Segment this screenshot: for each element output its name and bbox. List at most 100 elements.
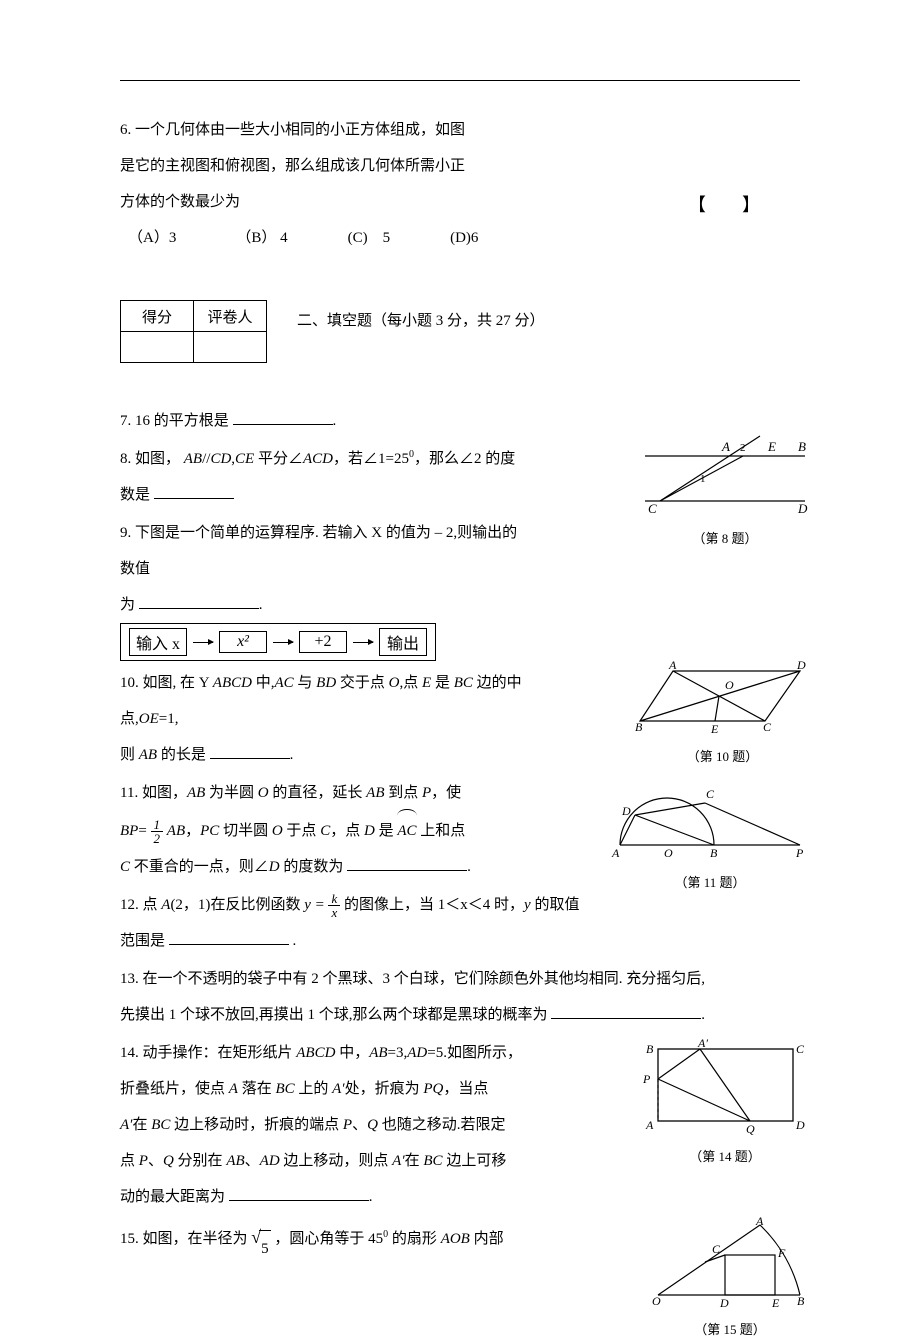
- q9-flow-in: 输入 x: [129, 628, 187, 656]
- question-10: A D B C E O （第 10 题） 10. 如图, 在 Y ABCD 中,…: [120, 665, 800, 773]
- q9-line1: 9. 下图是一个简单的运算程序. 若输入 X 的值为 – 2,则输出的数值: [120, 515, 530, 587]
- arc-icon: AC: [397, 811, 416, 849]
- section2-header: 得分 评卷人 二、填空题（每小题 3 分，共 27 分）: [120, 276, 800, 363]
- q6-bracket: 【 】: [688, 184, 760, 227]
- svg-text:1: 1: [700, 473, 706, 485]
- q8-blank: [154, 483, 234, 499]
- q8-line: 8. 如图， AB//CD,CE 平分∠ACD，若∠1=250，那么∠2 的度数…: [120, 441, 530, 513]
- svg-text:O: O: [652, 1294, 661, 1308]
- svg-text:A: A: [611, 846, 620, 860]
- q12-blank: [169, 929, 289, 945]
- q6-stem3: 方体的个数最少为: [120, 194, 240, 210]
- score-table-empty2: [194, 332, 267, 363]
- q14-figure: B C A D P Q A′ （第 14 题）: [640, 1039, 810, 1165]
- svg-text:D: D: [796, 659, 806, 672]
- svg-text:2: 2: [740, 442, 746, 454]
- section2-title: 二、填空题（每小题 3 分，共 27 分）: [297, 309, 545, 330]
- q15-figure: O B A C F D E （第 15 题）: [650, 1217, 810, 1338]
- svg-text:B: B: [797, 1294, 805, 1308]
- svg-text:Q: Q: [746, 1122, 755, 1136]
- svg-text:B: B: [710, 846, 718, 860]
- svg-text:A: A: [668, 659, 677, 672]
- q14-l4: 点 P、Q 分别在 AB、AD 边上移动，则点 A′在 BC 边上可移: [120, 1143, 540, 1179]
- q7-text: 7. 16 的平方根是: [120, 413, 229, 429]
- svg-text:A: A: [755, 1217, 764, 1228]
- svg-text:A: A: [721, 439, 730, 454]
- q15-line1: 15. 如图，在半径为 √5 ，圆心角等于 450 的扇形 AOB 内部: [120, 1221, 540, 1267]
- q13-line2: 先摸出 1 个球不放回,再摸出 1 个球,那么两个球都是黑球的概率为 .: [120, 997, 800, 1033]
- q13-line1: 13. 在一个不透明的袋子中有 2 个黑球、3 个白球，它们除颜色外其他均相同.…: [120, 961, 800, 997]
- arrow-icon: [353, 642, 373, 643]
- q6-choice-b: （B） 4: [236, 220, 287, 256]
- q14-caption: （第 14 题）: [640, 1146, 810, 1165]
- q14-l2: 折叠纸片，使点 A 落在 BC 上的 A′处，折痕为 PQ，当点: [120, 1071, 540, 1107]
- svg-text:B: B: [798, 439, 806, 454]
- svg-text:C: C: [712, 1242, 721, 1256]
- question-12: 12. 点 A(2，1)在反比例函数 y = kx 的图像上，当 1＜x＜4 时…: [120, 887, 800, 959]
- svg-text:B: B: [646, 1042, 654, 1056]
- svg-text:C: C: [648, 501, 657, 516]
- svg-text:E: E: [771, 1296, 780, 1310]
- svg-text:F: F: [777, 1246, 786, 1260]
- question-8: A E B C D 2 1 （第 8 题） 8. 如图， AB//CD,CE 平…: [120, 441, 800, 513]
- q11-blank: [347, 855, 467, 871]
- q6-line3: 方体的个数最少为 【 】: [120, 184, 800, 220]
- svg-text:C: C: [796, 1042, 805, 1056]
- sqrt-icon: √5: [251, 1230, 270, 1267]
- svg-text:C: C: [763, 720, 772, 734]
- q11-line1: 11. 如图，AB 为半圆 O 的直径，延长 AB 到点 P，使: [120, 775, 540, 811]
- svg-text:C: C: [706, 787, 715, 801]
- q9-blank: [139, 593, 259, 609]
- q9-flow-f2: +2: [299, 631, 347, 653]
- question-15: O B A C F D E （第 15 题） 15. 如图，在半径为 √5 ，圆…: [120, 1221, 800, 1267]
- q13-blank: [551, 1003, 701, 1019]
- svg-text:O: O: [664, 846, 673, 860]
- svg-text:D: D: [719, 1296, 729, 1310]
- svg-text:P: P: [642, 1072, 651, 1086]
- page-top-rule: [120, 80, 800, 81]
- q11-fraction: 12: [151, 818, 164, 845]
- q15-caption: （第 15 题）: [650, 1319, 810, 1338]
- q12-fraction: kx: [328, 892, 340, 919]
- q10-blank: [210, 743, 290, 759]
- q14-l5: 动的最大距离为 .: [120, 1179, 800, 1215]
- svg-text:D: D: [795, 1118, 805, 1132]
- svg-text:A′: A′: [697, 1039, 708, 1050]
- svg-text:E: E: [710, 722, 719, 736]
- question-9: 9. 下图是一个简单的运算程序. 若输入 X 的值为 – 2,则输出的数值 为 …: [120, 515, 800, 661]
- q11-line2: BP= 12 AB，PC 切半圆 O 于点 C，点 D 是 AC 上和点: [120, 811, 540, 849]
- score-table-h1: 得分: [121, 301, 194, 332]
- q14-blank: [229, 1185, 369, 1201]
- q11-figure: A O B P C D （第 11 题）: [610, 785, 810, 891]
- svg-text:A: A: [645, 1118, 654, 1132]
- q12-line1: 12. 点 A(2，1)在反比例函数 y = kx 的图像上，当 1＜x＜4 时…: [120, 887, 800, 923]
- q9-flowchart: 输入 x x² +2 输出: [120, 623, 436, 661]
- q14-l3: A′在 BC 边上移动时，折痕的端点 P、Q 也随之移动.若限定: [120, 1107, 540, 1143]
- svg-text:E: E: [767, 439, 776, 454]
- question-13: 13. 在一个不透明的袋子中有 2 个黑球、3 个白球，它们除颜色外其他均相同.…: [120, 961, 800, 1033]
- q14-l1: 14. 动手操作：在矩形纸片 ABCD 中，AB=3,AD=5.如图所示，: [120, 1035, 540, 1071]
- q6-choices: （A）3 （B） 4 (C) 5 (D)6: [120, 220, 688, 256]
- score-table: 得分 评卷人: [120, 300, 267, 363]
- svg-text:P: P: [795, 846, 804, 860]
- svg-text:O: O: [725, 678, 734, 692]
- svg-text:D: D: [797, 501, 808, 516]
- q10-caption: （第 10 题）: [635, 746, 810, 765]
- q10-figure: A D B C E O （第 10 题）: [635, 659, 810, 765]
- svg-text:B: B: [635, 720, 643, 734]
- question-14: B C A D P Q A′ （第 14 题） 14. 动手操作：在矩形纸片 A…: [120, 1035, 800, 1215]
- q6-line2: 是它的主视图和俯视图，那么组成该几何体所需小正: [120, 148, 800, 184]
- q6-choice-d: (D)6: [450, 220, 478, 256]
- q7-blank: [233, 409, 333, 425]
- q6-choice-c: (C) 5: [348, 220, 391, 256]
- score-table-h2: 评卷人: [194, 301, 267, 332]
- q12-line2: 范围是 .: [120, 923, 800, 959]
- question-6: 6. 一个几何体由一些大小相同的小正方体组成，如图 是它的主视图和俯视图，那么组…: [120, 112, 800, 256]
- score-table-empty1: [121, 332, 194, 363]
- q9-line2: 为 .: [120, 587, 800, 623]
- q10-line1: 10. 如图, 在 Y ABCD 中,AC 与 BD 交于点 O,点 E 是 B…: [120, 665, 530, 737]
- svg-text:D: D: [621, 804, 631, 818]
- question-11: A O B P C D （第 11 题） 11. 如图，AB 为半圆 O 的直径…: [120, 775, 800, 885]
- q6-choice-a: （A）3: [128, 220, 176, 256]
- q9-flow-f1: x²: [219, 631, 267, 653]
